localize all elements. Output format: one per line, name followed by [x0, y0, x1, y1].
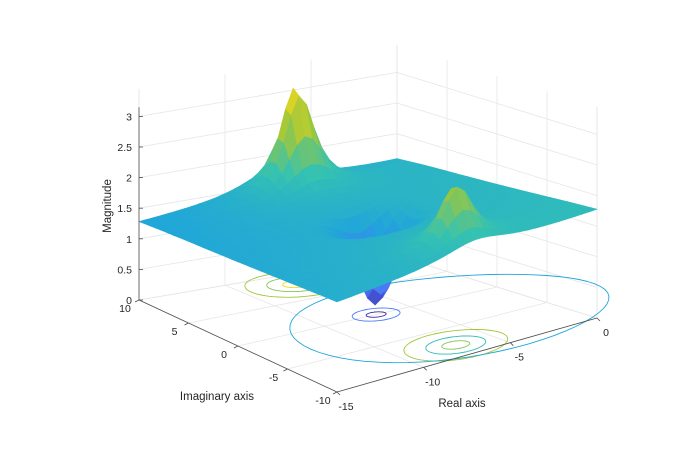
x-axis-line — [336, 317, 598, 393]
z-tick-label: 0 — [126, 295, 132, 307]
contour-line — [365, 311, 387, 318]
grid-line — [138, 102, 398, 148]
x-tick-mark — [336, 391, 341, 396]
y-tick-label: 5 — [172, 326, 178, 338]
z-tick-label: 1 — [126, 234, 132, 246]
y-axis-label: Imaginary axis — [180, 391, 254, 403]
z-tick-label: 1.5 — [117, 203, 132, 215]
grid-line — [396, 255, 598, 319]
surface-mesh — [138, 87, 599, 306]
x-axis-label: Real axis — [438, 398, 486, 410]
z-tick-label: 3 — [126, 111, 132, 123]
y-tick-mark — [134, 299, 140, 303]
contour-line — [351, 307, 401, 322]
surface-patch — [582, 207, 599, 213]
grid-line — [396, 133, 598, 196]
axes-lines — [134, 107, 601, 396]
y-tick-mark — [184, 322, 189, 326]
contour-line — [403, 329, 509, 362]
grid-line — [287, 302, 548, 370]
contour-projection — [244, 271, 610, 364]
y-tick-label: 0 — [221, 349, 227, 361]
y-tick-label: -5 — [269, 372, 278, 384]
z-axis-label: Magnitude — [102, 179, 114, 233]
z-tick-label: 2.5 — [117, 142, 132, 154]
x-tick-label: 0 — [603, 327, 609, 339]
x-tick-label: -15 — [338, 401, 353, 413]
x-tick-mark — [596, 317, 601, 322]
grid-line — [188, 271, 448, 324]
grid-line — [396, 72, 598, 135]
x-tick-label: -5 — [515, 352, 524, 364]
x-tick-mark — [510, 342, 514, 346]
grid-line — [138, 133, 398, 178]
y-tick-mark — [332, 391, 338, 395]
contour-line — [441, 340, 471, 350]
y-tick-label: -10 — [315, 395, 330, 407]
y-tick-label: 10 — [119, 303, 131, 315]
y-tick-mark — [233, 345, 239, 349]
x-tick-label: -10 — [425, 376, 440, 388]
contour-line — [425, 335, 487, 355]
x-tick-mark — [423, 367, 427, 371]
grid-line — [138, 72, 398, 117]
z-tick-label: 0.5 — [117, 264, 132, 276]
contour-line — [289, 273, 610, 364]
y-tick-mark — [283, 368, 288, 372]
z-tick-label: 2 — [126, 173, 132, 185]
grid-line — [396, 102, 598, 166]
